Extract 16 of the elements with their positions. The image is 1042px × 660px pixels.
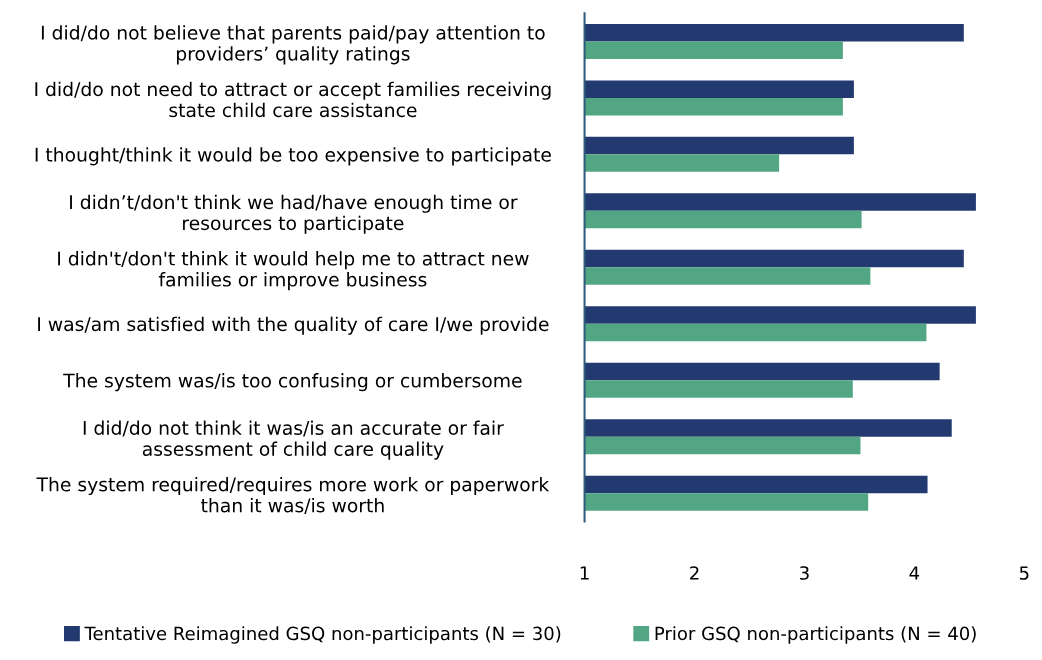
y-tick-label: I did/do not need to attract or accept families receiving state child care assistance: [35, 81, 551, 118]
y-tick-label: I thought/think it would be too expensive to participate: [35, 147, 551, 166]
x-tick-label: 2: [690, 566, 699, 580]
x-tick-label: 5: [1019, 566, 1029, 580]
y-tick-label: I was/am satisfied with the quality of care I/we provide: [38, 316, 549, 335]
y-tick-label: The system was/is too confusing or cumbersome: [63, 373, 522, 392]
x-tick-label: 3: [800, 566, 809, 580]
legend-label: Tentative Reimagined GSQ non-participants (N = 30): [84, 626, 561, 644]
legend-label: Prior GSQ non-participants (N = 40): [655, 626, 976, 644]
y-tick-label: I didn’t/don't think we had/have enough time or resources to participate: [70, 194, 518, 234]
x-tick-label: 1: [580, 566, 589, 580]
y-tick-label: I did/do not think it was/is an accurate or fair assessment of child care quality: [83, 420, 504, 460]
y-tick-label: I didn't/don't think it would help me to attract new families or improve business: [58, 251, 529, 291]
y-tick-label: The system required/requires more work or paperwork than it was/is worth: [36, 476, 550, 514]
y-tick-label: I did/do not believe that parents paid/pay attention to providers’ quality ratings: [41, 25, 545, 65]
x-tick-label: 4: [909, 566, 920, 580]
